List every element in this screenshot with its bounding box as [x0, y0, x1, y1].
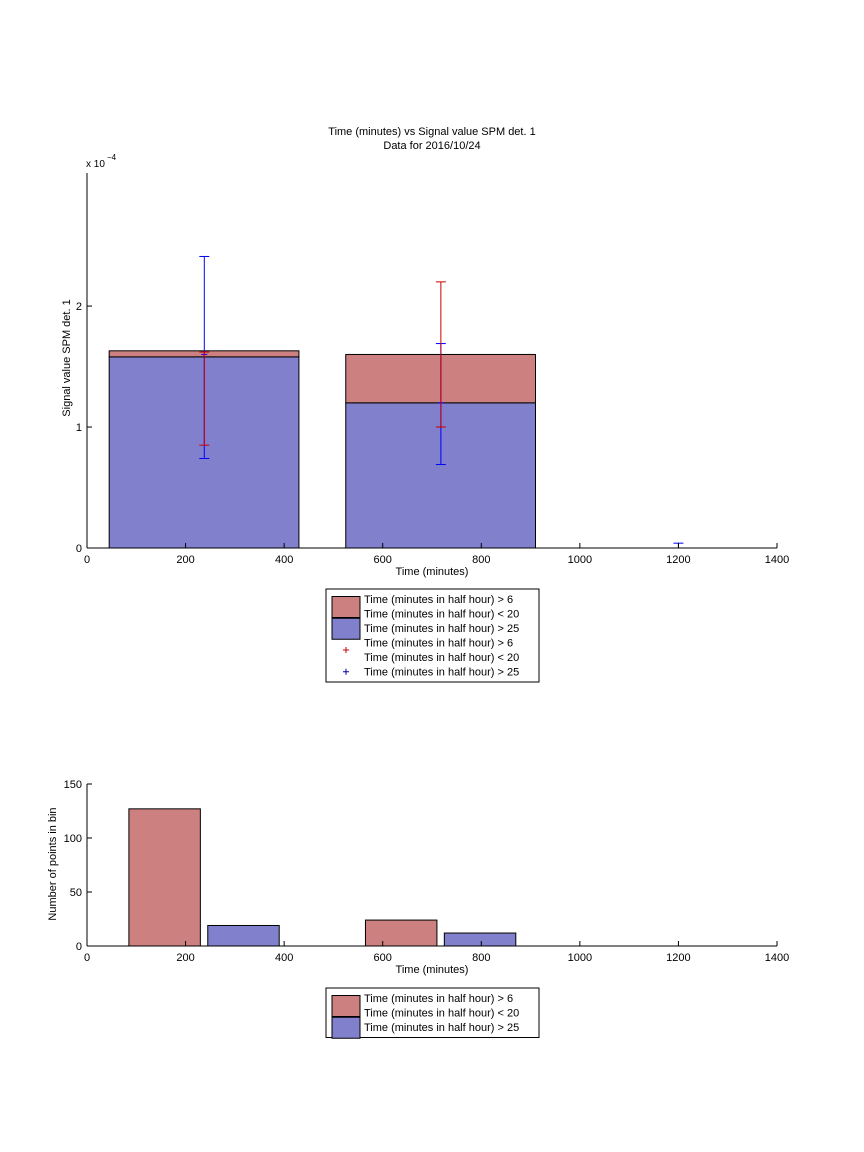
legend-label: Time (minutes in half hour) < 20 [364, 1008, 519, 1020]
legend: Time (minutes in half hour) > 6 Time (min… [325, 588, 540, 683]
legend-label: Time (minutes in half hour) < 20 [364, 609, 519, 621]
y-axis-label: Signal value SPM det. 1 [61, 299, 73, 416]
bar [443, 932, 517, 947]
legend-label: Time (minutes in half hour) > 6 [364, 594, 513, 606]
y-axis-label: Number of points in bin [47, 807, 59, 920]
legend-label: Time (minutes in half hour) > 25 [364, 623, 519, 635]
y-exponent-base: x 10 [86, 159, 105, 170]
x-tick-label: 600 [374, 554, 392, 566]
legend-swatch [331, 596, 361, 618]
legend-label: Time (minutes in half hour) > 25 [364, 667, 519, 679]
legend-box [325, 987, 540, 1038]
y-exponent-label: x 10 −4 [86, 153, 117, 170]
legend-swatch [331, 1016, 361, 1039]
y-tick-label: 150 [64, 779, 82, 791]
x-tick-label: 400 [275, 952, 293, 964]
x-axis-label: Time (minutes) [396, 566, 469, 578]
x-tick-label: 400 [275, 554, 293, 566]
x-tick-label: 0 [84, 952, 90, 964]
x-tick-label: 800 [472, 952, 490, 964]
signal-chart: Time (minutes) vs Signal value SPM det. … [61, 126, 789, 683]
y-tick-label: 50 [70, 887, 82, 899]
bar-group [128, 808, 517, 947]
x-tick-label: 200 [176, 554, 194, 566]
chart-subtitle: Data for 2016/10/24 [383, 140, 480, 152]
bar [207, 924, 280, 947]
legend-label: Time (minutes in half hour) > 25 [364, 1022, 519, 1034]
legend-label: Time (minutes in half hour) > 6 [364, 993, 513, 1005]
y-tick-label: 100 [64, 833, 82, 845]
legend-label: Time (minutes in half hour) > 6 [364, 638, 513, 650]
chart-title: Time (minutes) vs Signal value SPM det. … [328, 126, 535, 138]
y-tick-label: 2 [76, 301, 82, 313]
x-axis-label: Time (minutes) [396, 964, 469, 976]
axes: 0 200 400 600 800 1000 1200 1400 0 1 2 [76, 173, 789, 566]
x-tick-label: 200 [176, 952, 194, 964]
bar [128, 808, 201, 947]
legend-label: Time (minutes in half hour) < 20 [364, 652, 519, 664]
x-tick-label: 1000 [568, 952, 592, 964]
x-tick-label: 1200 [666, 952, 690, 964]
legend-swatch [331, 617, 361, 640]
x-tick-label: 1400 [765, 952, 789, 964]
x-tick-label: 0 [84, 554, 90, 566]
count-chart: 0 200 400 600 800 1000 1200 1400 0 50 100 150 Time … [47, 779, 790, 1039]
legend: Time (minutes in half hour) > 6 Time (min… [325, 987, 540, 1039]
y-tick-label: 0 [76, 941, 82, 953]
error-bar-group [199, 255, 684, 549]
bar [364, 919, 438, 947]
bar-group [108, 350, 536, 549]
axes: 0 200 400 600 800 1000 1200 1400 0 50 100 150 [64, 779, 790, 964]
x-tick-label: 1400 [765, 554, 789, 566]
x-tick-label: 600 [374, 952, 392, 964]
legend-box [325, 588, 540, 683]
x-tick-label: 1200 [666, 554, 690, 566]
x-tick-label: 800 [472, 554, 490, 566]
y-tick-label: 1 [76, 422, 82, 434]
y-exponent-power: −4 [107, 153, 117, 162]
x-tick-label: 1000 [568, 554, 592, 566]
y-tick-label: 0 [76, 543, 82, 555]
legend-swatch [331, 995, 361, 1017]
